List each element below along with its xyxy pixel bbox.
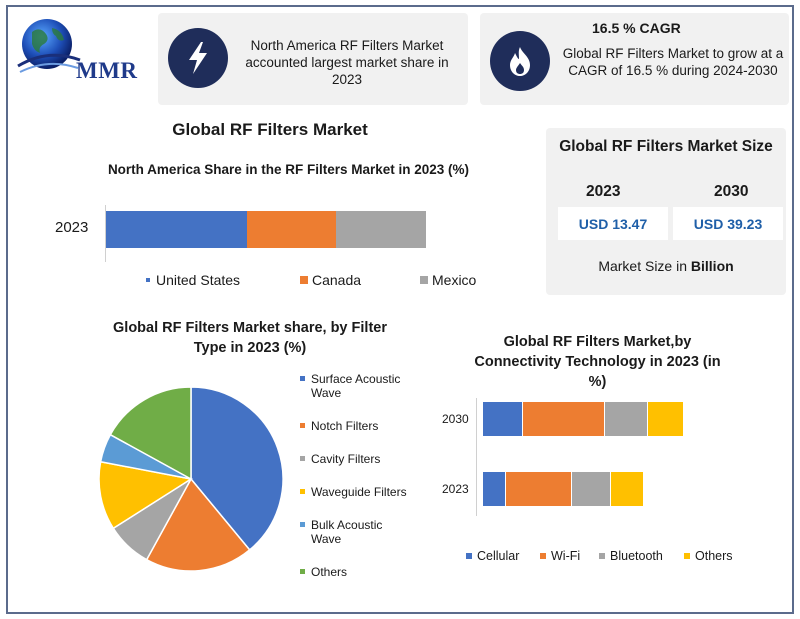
legend-swatch [684,553,690,559]
legend-label: Notch Filters [311,419,379,433]
pie-legend-item: Others [300,565,410,579]
conn-legend-cellular: Cellular [466,549,519,563]
pie-legend-item: Waveguide Filters [300,485,410,499]
na-bar-mexico [336,211,426,248]
pie-legend-item: Surface Acoustic Wave [300,372,410,400]
na-legend-mexico: Mexico [420,272,476,288]
na-bar-group [106,211,426,248]
legend-swatch [300,569,305,574]
legend-label: Canada [312,272,362,288]
conn-bar-2023-others [611,472,644,506]
pie-legend: Surface Acoustic Wave Notch Filters Cavity… [300,372,410,598]
value-2030: USD 39.23 [673,207,783,240]
legend-label: Surface Acoustic Wave [311,372,401,400]
conn-chart-title: Global RF Filters Market,by Connectivity… [474,334,721,390]
conn-legend-bluetooth: Bluetooth [599,549,663,563]
main-title: Global RF Filters Market [172,120,368,139]
north-america-text: North America RF Filters Market accounte… [245,38,449,87]
conn-legend-wifi: Wi-Fi [540,549,580,563]
conn-bar-group [483,402,743,512]
conn-category-2023: 2023 [442,482,469,496]
legend-swatch [599,553,605,559]
legend-swatch [300,423,305,428]
cagr-text: Global RF Filters Market to grow at a CA… [562,46,784,78]
pie-slice-surface-acoustic-wave [190,386,284,551]
conn-bar-2023-bluetooth [572,472,611,506]
legend-swatch [300,376,305,381]
conn-bar-2030-others [648,402,684,436]
pie-chart-title: Global RF Filters Market share, by Filte… [113,320,387,356]
legend-label: Bulk Acoustic Wave [311,518,383,546]
conn-category-2030: 2030 [442,412,469,426]
market-size-footer: Market Size in Billion [598,258,734,274]
conn-legend-others: Others [684,549,733,563]
conn-bar-2023-wi-fi [506,472,572,506]
legend-swatch [540,553,546,559]
conn-bar-2023-cellular [483,472,506,506]
legend-label: Waveguide Filters [311,485,407,499]
lightning-icon [168,28,228,88]
pie-legend-item: Notch Filters [300,419,410,433]
pie-slice-waveguide-filters [98,460,194,530]
legend-label: United States [156,272,241,288]
na-bar-united-states [106,211,247,248]
legend-label: Cellular [477,549,520,563]
legend-swatch [300,456,305,461]
conn-bar-2030-wi-fi [523,402,605,436]
cagr-card: 16.5 % CAGR Global RF Filters Market to … [480,13,789,105]
legend-swatch [466,553,472,559]
na-category-label: 2023 [55,219,89,236]
na-chart-title: North America Share in the RF Filters Ma… [107,162,470,177]
year-2023-label: 2023 [586,183,621,200]
value-2023: USD 13.47 [558,207,668,240]
na-legend-us: United States [146,272,240,288]
legend-swatch [146,278,150,282]
legend-swatch [300,522,305,527]
legend-label: Mexico [432,272,477,288]
legend-label: Others [311,565,348,579]
cagr-title: 16.5 % CAGR [592,20,681,36]
market-size-title: Global RF Filters Market Size [559,138,773,155]
north-america-card: North America RF Filters Market accounte… [158,13,468,105]
legend-swatch [300,276,308,284]
conn-bar-2030-cellular [483,402,523,436]
year-2030-label: 2030 [714,183,749,200]
legend-label: Wi-Fi [551,549,581,563]
pie-slice-notch-filters [145,477,251,572]
market-size-card: Global RF Filters Market Size 2023 2030 … [546,128,786,295]
legend-swatch [300,489,305,494]
globe-icon [17,19,81,73]
legend-label: Others [695,549,733,563]
pie-chart [98,386,284,572]
pie-legend-item: Cavity Filters [300,452,410,466]
na-axis-line [105,205,106,262]
pie-slice-others [109,386,192,481]
legend-label: Bluetooth [610,549,663,563]
pie-legend-item: Bulk Acoustic Wave [300,518,410,546]
conn-axis-line [476,398,477,516]
logo-text: MMR [76,58,138,83]
legend-swatch [420,276,428,284]
na-legend-canada: Canada [300,272,361,288]
legend-label: Cavity Filters [311,452,381,466]
conn-bar-2030-bluetooth [605,402,648,436]
mmr-logo: MMR [14,14,154,94]
na-bar-canada [246,211,337,248]
flame-icon [490,31,550,91]
